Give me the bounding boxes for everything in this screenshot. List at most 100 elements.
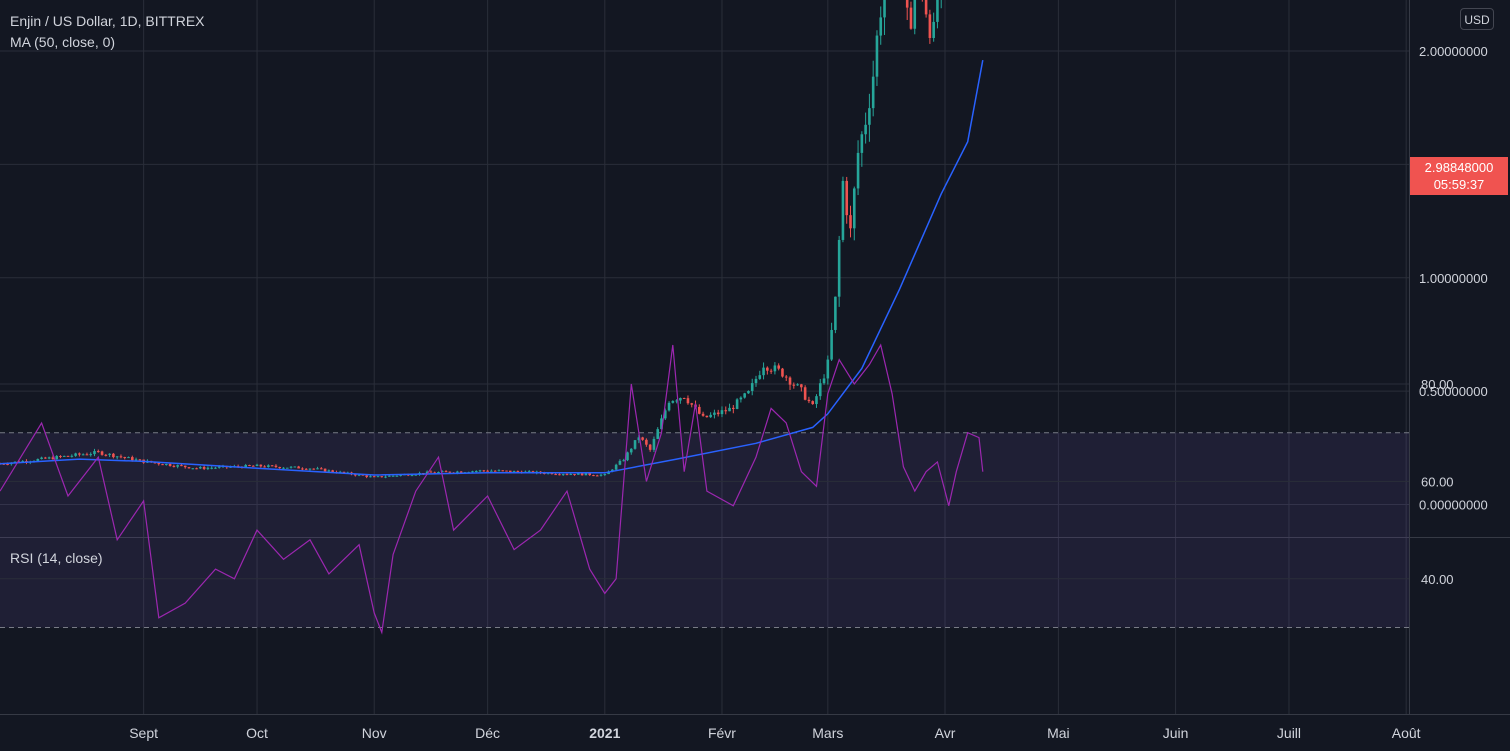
candle-body	[96, 451, 100, 453]
candle-body	[663, 410, 667, 419]
candle	[384, 475, 387, 479]
candle-body	[308, 468, 312, 470]
x-tick-label: Août	[1392, 725, 1421, 741]
candle-body	[728, 407, 731, 412]
candle	[199, 466, 202, 470]
candle-body	[304, 468, 308, 470]
candle	[70, 454, 74, 458]
candle-body	[879, 17, 883, 36]
candle-body	[153, 462, 157, 464]
candle-body	[191, 468, 195, 470]
candle-body	[936, 0, 939, 22]
candle	[66, 455, 70, 457]
candle-body	[671, 401, 675, 403]
candle-body	[784, 376, 788, 378]
candle-body	[735, 399, 739, 409]
candle	[282, 467, 285, 469]
candle	[312, 468, 316, 470]
ma-legend[interactable]: MA (50, close, 0)	[10, 34, 116, 50]
candle	[924, 0, 928, 18]
rsi-line	[0, 343, 984, 635]
x-tick-label: Févr	[708, 725, 736, 741]
candle-body	[157, 462, 161, 465]
candle-body	[399, 474, 402, 476]
candle	[444, 470, 448, 473]
candle-body	[267, 465, 270, 468]
candle	[573, 474, 576, 476]
candle-body	[611, 469, 614, 472]
candle	[724, 406, 728, 415]
candle	[652, 436, 656, 453]
candle-body	[183, 465, 187, 468]
candle	[663, 408, 667, 421]
candle-body	[580, 473, 584, 476]
candle	[784, 374, 788, 381]
candle	[161, 463, 164, 466]
candle-body	[875, 35, 879, 77]
candle-body	[573, 474, 576, 476]
candle	[316, 466, 319, 470]
candle-body	[180, 465, 183, 467]
candle	[837, 235, 841, 307]
candle-body	[478, 470, 482, 472]
candle-body	[766, 367, 769, 371]
candle	[55, 455, 58, 460]
candle	[701, 411, 705, 417]
candle	[716, 409, 720, 417]
x-tick-label: Oct	[246, 725, 268, 741]
symbol-title[interactable]: Enjin / US Dollar, 1D, BITTREX	[10, 13, 205, 29]
candle-body	[440, 471, 444, 473]
candle-body	[690, 403, 694, 405]
candle-body	[750, 383, 754, 391]
candle-body	[376, 476, 380, 478]
candle-body	[675, 400, 678, 402]
candle	[750, 378, 754, 396]
candle-body	[248, 465, 251, 467]
candle	[682, 397, 686, 400]
candle-body	[815, 396, 818, 405]
candle	[656, 427, 660, 440]
last-price-tag: 2.98848000 05:59:37	[1410, 157, 1508, 195]
candle-body	[85, 454, 89, 456]
candle-body	[168, 463, 172, 466]
candle	[675, 399, 678, 404]
candle-body	[569, 474, 573, 476]
candle	[626, 451, 629, 462]
candle-body	[868, 108, 871, 125]
candle	[822, 374, 826, 385]
candle-body	[51, 457, 55, 460]
candle	[289, 466, 293, 469]
candle	[732, 405, 735, 414]
x-tick-label: Déc	[475, 725, 500, 741]
candle	[47, 456, 51, 460]
candle	[490, 469, 493, 472]
price-tick-label: 1.00000000	[1419, 271, 1488, 286]
candle	[909, 1, 913, 30]
candle-body	[59, 456, 62, 458]
candle-body	[384, 476, 387, 478]
candle-body	[512, 471, 516, 473]
price-tick-label: 0.50000000	[1419, 384, 1488, 399]
candle	[671, 400, 675, 404]
candle	[932, 12, 935, 42]
candle	[758, 370, 762, 380]
x-tick-label: Nov	[362, 725, 387, 741]
currency-button[interactable]: USD	[1460, 8, 1494, 30]
ma-line	[0, 59, 984, 476]
candle-body	[100, 451, 104, 455]
candle	[720, 406, 724, 418]
candle-body	[456, 471, 459, 473]
candle-body	[214, 467, 217, 469]
candle-body	[270, 465, 274, 467]
candle-body	[202, 467, 206, 469]
candle	[51, 455, 55, 460]
candle	[690, 402, 694, 408]
x-tick-label: Mars	[812, 725, 843, 741]
candle-body	[138, 459, 142, 461]
candle	[705, 415, 709, 418]
rsi-legend[interactable]: RSI (14, close)	[10, 550, 103, 566]
candle-body	[425, 471, 429, 474]
candle-body	[165, 463, 168, 465]
candle	[641, 436, 644, 441]
